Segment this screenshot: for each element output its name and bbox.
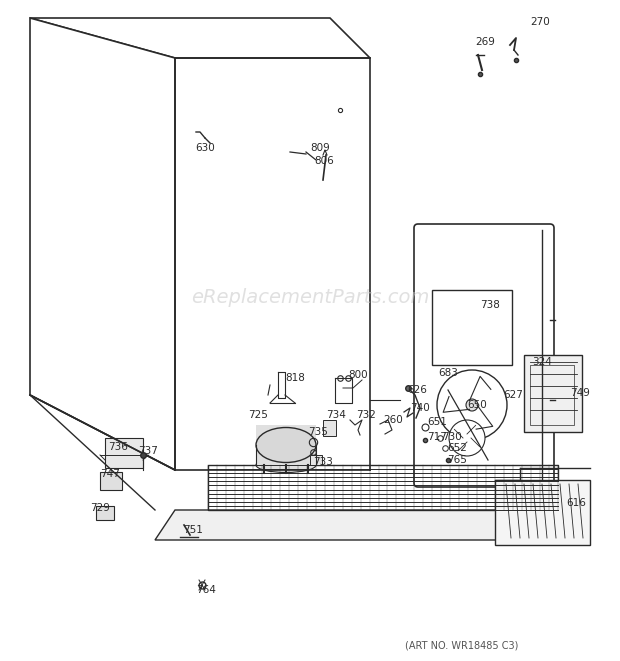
Text: (ART NO. WR18485 C3): (ART NO. WR18485 C3): [405, 640, 518, 650]
Text: 736: 736: [108, 442, 128, 452]
Text: 270: 270: [530, 17, 550, 27]
Text: 651: 651: [427, 417, 447, 427]
Text: 717: 717: [427, 432, 447, 442]
Text: 751: 751: [183, 525, 203, 535]
FancyBboxPatch shape: [414, 224, 554, 487]
Polygon shape: [495, 480, 590, 545]
Bar: [96, 506, 114, 520]
Text: 729: 729: [90, 503, 110, 513]
Polygon shape: [155, 510, 580, 540]
Bar: [208, 465, 558, 510]
Polygon shape: [30, 18, 175, 470]
Text: 630: 630: [195, 143, 215, 153]
Text: 765: 765: [447, 455, 467, 465]
Text: 732: 732: [356, 410, 376, 420]
Bar: [524, 355, 582, 432]
Text: 737: 737: [138, 446, 158, 456]
Ellipse shape: [256, 457, 316, 473]
Text: 269: 269: [475, 37, 495, 47]
Bar: [100, 472, 122, 490]
Text: 652: 652: [447, 443, 467, 453]
Text: 734: 734: [326, 410, 346, 420]
Circle shape: [449, 420, 485, 456]
Text: 733: 733: [313, 457, 333, 467]
Text: 809: 809: [310, 143, 330, 153]
Text: 735: 735: [308, 427, 328, 437]
Text: 616: 616: [566, 498, 586, 508]
Polygon shape: [30, 18, 370, 58]
Text: eReplacementParts.com: eReplacementParts.com: [191, 288, 429, 307]
Ellipse shape: [256, 428, 316, 463]
Text: 627: 627: [503, 390, 523, 400]
Bar: [432, 290, 512, 365]
Text: 740: 740: [410, 403, 430, 413]
Text: 818: 818: [285, 373, 305, 383]
Circle shape: [437, 370, 507, 440]
Bar: [105, 438, 143, 468]
Text: 324: 324: [532, 357, 552, 367]
Text: 764: 764: [196, 585, 216, 595]
Text: 260: 260: [383, 415, 403, 425]
Text: 738: 738: [480, 300, 500, 310]
Text: 683: 683: [438, 368, 458, 378]
Bar: [323, 420, 336, 436]
Text: 650: 650: [467, 400, 487, 410]
Bar: [530, 365, 574, 425]
Text: 730: 730: [442, 432, 462, 442]
Text: 725: 725: [248, 410, 268, 420]
Circle shape: [466, 399, 478, 411]
Text: 747: 747: [100, 469, 120, 479]
Text: 626: 626: [407, 385, 427, 395]
Text: 800: 800: [348, 370, 368, 380]
Bar: [256, 425, 316, 465]
Bar: [310, 455, 322, 465]
Text: 749: 749: [570, 388, 590, 398]
Text: 806: 806: [314, 156, 334, 166]
